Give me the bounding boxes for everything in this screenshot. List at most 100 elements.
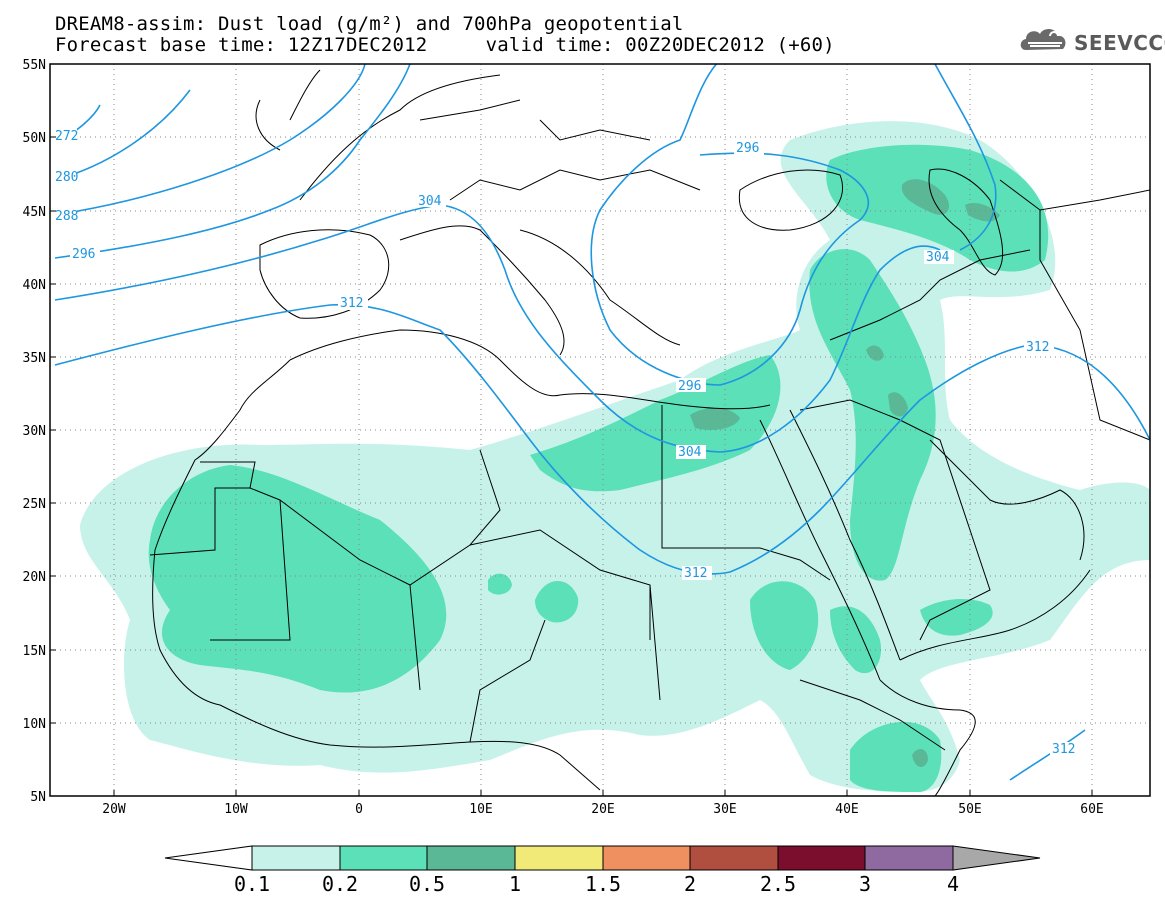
colorbar-bin — [514, 845, 604, 871]
seevccc-logo: SEEVCCC — [1018, 24, 1165, 58]
lat-label: 5N — [30, 790, 46, 805]
dust-area-arabia — [809, 249, 936, 581]
border-nigeria — [469, 619, 546, 743]
lon-label: 20W — [102, 802, 126, 817]
lat-label: 10N — [23, 717, 46, 732]
contour-label: 296 — [72, 247, 95, 262]
logo-text: SEEVCCC — [1074, 31, 1165, 55]
contour-label: 312 — [1026, 340, 1049, 355]
dust-area-yemen — [920, 598, 993, 636]
coast-persian-gulf — [929, 439, 1085, 561]
lat-label: 15N — [23, 644, 46, 659]
colorbar — [164, 845, 1041, 871]
dust-area-sudan — [750, 581, 819, 670]
dust-peak-egypt — [690, 407, 740, 430]
contour-296-right — [934, 64, 997, 251]
contour-labels: 272 280 288 296 304 312 296 304 312 304 … — [53, 129, 1080, 757]
dust-area-red-sea — [830, 606, 881, 674]
colorbar-label: 1 — [508, 872, 522, 896]
forecast-times: Forecast base time: 12Z17DEC2012 valid t… — [55, 34, 835, 56]
dust-area-niger — [488, 573, 512, 595]
colorbar-label: 0.1 — [233, 872, 271, 896]
colorbar-bin — [602, 845, 691, 871]
contour-304-west — [54, 204, 941, 453]
border-ethiopia — [799, 679, 946, 751]
lon-label: 60E — [1080, 802, 1103, 817]
colorbar-label: 0.5 — [408, 872, 446, 896]
map-title: DREAM8-assim: Dust load (g/m²) and 700hP… — [55, 13, 684, 35]
border-niger-chad — [409, 529, 651, 691]
longitude-labels: 20W 10W 0 10E 20E 30E 40E 50E 60E — [102, 802, 1103, 817]
border-turkey-iran — [829, 249, 1031, 341]
colorbar-label: 3 — [858, 872, 872, 896]
border-libya-egypt — [661, 405, 760, 549]
lat-label: 45N — [23, 205, 46, 220]
lon-label: 10E — [469, 802, 492, 817]
colorbar-high-arrow — [952, 845, 1041, 871]
dust-area-sahel — [148, 465, 447, 693]
coast-black-sea — [738, 169, 843, 231]
contour-label: 296 — [736, 141, 759, 156]
coastlines-borders — [149, 69, 1150, 796]
coast-iberia — [259, 229, 390, 319]
coast-arabia-south — [899, 569, 1091, 661]
lat-label: 25N — [23, 497, 46, 512]
coast-north-africa — [289, 329, 771, 410]
border-mali — [210, 487, 291, 641]
dust-area-chad — [535, 580, 579, 623]
dust-area-libya-egypt — [530, 355, 781, 492]
colorbar-bin — [339, 845, 428, 871]
contour-label: 312 — [684, 566, 707, 581]
lat-label: 30N — [23, 424, 46, 439]
lat-label: 40N — [23, 278, 46, 293]
border-kazakh — [999, 179, 1150, 211]
colorbar-label: 0.2 — [321, 872, 359, 896]
coast-west-africa — [152, 359, 601, 791]
lon-label: 40E — [835, 802, 858, 817]
border-sudan — [649, 547, 831, 701]
contour-288 — [54, 64, 366, 216]
coast-caspian — [928, 168, 1004, 276]
colorbar-bin — [251, 845, 341, 871]
contour-296-east — [590, 64, 869, 386]
contour-label: 272 — [55, 129, 78, 144]
colorbar-label: 2 — [683, 872, 697, 896]
contour-label: 304 — [678, 445, 702, 460]
contour-296-west — [54, 64, 411, 259]
contour-label: 296 — [678, 379, 701, 394]
contour-label: 312 — [1052, 742, 1075, 757]
coast-europe — [299, 74, 681, 356]
axis-ticks — [50, 136, 1093, 796]
contour-label: 304 — [418, 194, 442, 209]
lon-label: 20E — [591, 802, 614, 817]
coast-horn — [879, 679, 976, 796]
lon-label: 0 — [355, 802, 363, 817]
dust-shading — [80, 121, 1150, 792]
contour-label: 312 — [340, 296, 363, 311]
border-europe-misc — [419, 99, 701, 201]
colorbar-label: 4 — [946, 872, 960, 896]
colorbar-bin — [777, 845, 866, 871]
latitude-labels: 55N 50N 45N 40N 35N 30N 25N 20N 15N 10N … — [23, 58, 46, 805]
colorbar-low-arrow — [164, 845, 253, 871]
contour-label: 304 — [926, 250, 950, 265]
dust-area-horn — [850, 721, 942, 792]
cloud-icon — [1020, 28, 1066, 50]
lon-label: 50E — [958, 802, 981, 817]
border-iran-east — [1039, 210, 1150, 441]
dust-peak-saudi — [888, 392, 908, 417]
lon-label: 10W — [224, 802, 248, 817]
colorbar-label: 1.5 — [584, 872, 622, 896]
coast-red-sea — [759, 409, 901, 681]
contour-label: 288 — [55, 209, 78, 224]
dust-peak-somalia — [912, 748, 928, 767]
colorbar-bin — [864, 845, 954, 871]
contour-label: 280 — [55, 170, 78, 185]
border-algeria — [279, 449, 501, 586]
colorbar-label: 2.5 — [759, 872, 797, 896]
lat-label: 55N — [23, 58, 46, 73]
lat-label: 35N — [23, 351, 46, 366]
graticule — [50, 64, 1150, 796]
colorbar-bin — [426, 845, 516, 871]
